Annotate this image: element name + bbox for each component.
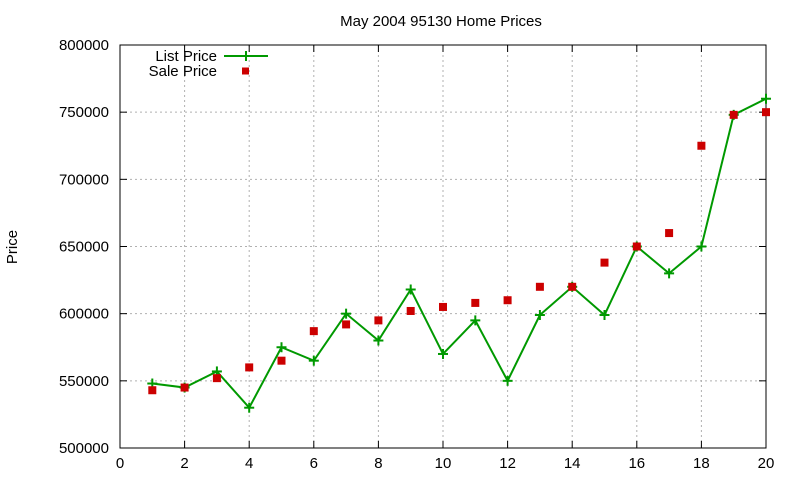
legend-label-list-price: List Price [155,48,217,65]
sale-price-point [309,327,318,336]
sale-price-point [729,110,738,119]
sale-price-point [503,296,512,305]
list-price-point [373,335,384,346]
x-tick-label: 16 [628,455,645,472]
list-price-point [341,308,352,319]
y-tick-label: 700000 [59,171,109,188]
list-price-point [599,310,610,321]
y-tick-label: 500000 [59,440,109,457]
x-tick-label: 14 [564,455,581,472]
x-tick-label: 12 [499,455,516,472]
sale-price-point [762,108,770,117]
list-price-point [276,342,287,353]
sale-price-point [245,363,254,372]
x-tick-label: 4 [245,455,253,472]
sale-price-point [277,356,286,365]
sale-price-point [632,242,641,251]
sale-price-point [406,306,415,315]
x-tick-label: 0 [116,455,124,472]
sale-price-point [665,229,674,238]
sale-price-point [180,383,189,392]
list-price-point [502,375,513,386]
series-layer [147,93,771,413]
sale-price-point [148,386,157,395]
list-price-point [696,241,707,252]
y-tick-label: 750000 [59,104,109,121]
legend-marker-list-price [241,51,251,61]
sale-price-point [212,374,221,383]
list-price-point [534,310,545,321]
list-price-point [244,402,255,413]
sale-price-point [342,320,351,329]
list-price-point [405,284,416,295]
grid-lines [120,45,766,448]
list-price-point [761,93,771,104]
list-price-point [470,315,481,326]
sale-price-point [535,282,544,291]
x-tick-label: 6 [310,455,318,472]
sale-price-point [374,316,383,325]
y-axis-label: Price [4,230,21,264]
list-price-point [308,355,319,366]
legend-label-sale-price: Sale Price [149,63,217,80]
sale-price-point [600,258,609,267]
y-tick-label: 800000 [59,37,109,54]
series-line-list-price [152,97,767,410]
y-tick-label: 650000 [59,239,109,256]
x-tick-label: 18 [693,455,710,472]
sale-price-point [568,282,577,291]
sale-price-point [697,141,706,150]
x-tick-label: 8 [374,455,382,472]
legend-marker-sale-price [242,67,249,75]
y-tick-label: 600000 [59,306,109,323]
x-tick-label: 2 [180,455,188,472]
x-tick-label: 10 [435,455,452,472]
sale-price-point [439,302,447,311]
y-tick-label: 550000 [59,373,109,390]
axis-ticks: 0 2 4 6 8 10 12 14 16 18 20 500000 550000 600000 65000… [59,37,774,472]
list-price-point [664,268,675,279]
x-tick-label: 20 [758,455,775,472]
list-price-point [438,348,448,359]
sale-price-point [471,298,480,307]
legend: List Price Sale Price [149,48,268,80]
chart-title: May 2004 95130 Home Prices [340,13,542,30]
